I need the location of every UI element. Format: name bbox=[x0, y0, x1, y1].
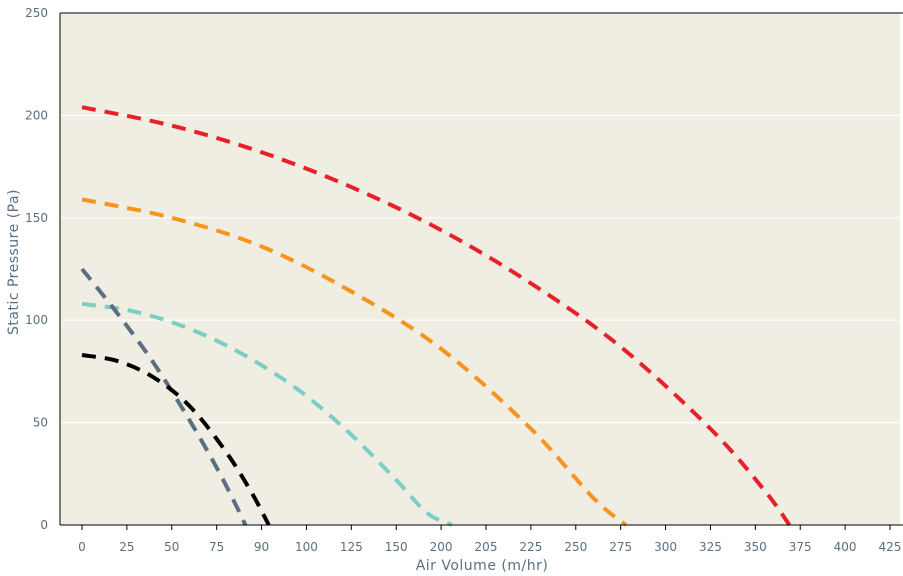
x-tick-label: 25 bbox=[119, 540, 134, 554]
y-tick-label: 150 bbox=[25, 211, 48, 225]
series-layer bbox=[80, 105, 792, 527]
x-tick-label: 0 bbox=[78, 540, 86, 554]
x-tick-label: 125 bbox=[340, 540, 363, 554]
x-tick-label: 100 bbox=[295, 540, 318, 554]
x-axis-title: Air Volume (m/hr) bbox=[416, 558, 549, 574]
series-line-1 bbox=[81, 105, 792, 527]
x-tick-label: 350 bbox=[744, 540, 767, 554]
y-tick-label: 0 bbox=[40, 518, 48, 532]
x-tick-label: 275 bbox=[609, 540, 632, 554]
y-tick-label: 200 bbox=[25, 108, 48, 122]
x-tick-label: 325 bbox=[699, 540, 722, 554]
series-line-2 bbox=[81, 197, 628, 527]
x-tick-label: 225 bbox=[519, 540, 542, 554]
y-tick-label: 250 bbox=[25, 6, 48, 20]
y-ticks: 0 50 100 150 200 250 bbox=[25, 6, 48, 532]
y-tick-label: 100 bbox=[25, 313, 48, 327]
series-line-4 bbox=[80, 267, 248, 526]
x-tick-label: 205 bbox=[475, 540, 498, 554]
x-tick-label: 425 bbox=[879, 540, 902, 554]
x-tick-label: 375 bbox=[789, 540, 812, 554]
x-tick-label: 75 bbox=[209, 540, 224, 554]
x-tick-label: 400 bbox=[834, 540, 857, 554]
x-tick-label: 200 bbox=[430, 540, 453, 554]
x-tick-label: 50 bbox=[164, 540, 179, 554]
y-tick-label: 50 bbox=[33, 416, 48, 430]
x-tick-label: 250 bbox=[564, 540, 587, 554]
x-tick-label: 90 bbox=[254, 540, 269, 554]
series-line-3 bbox=[81, 301, 453, 527]
y-axis-title: Static Pressure (Pa) bbox=[6, 189, 22, 335]
x-tick-label: 300 bbox=[654, 540, 677, 554]
grid-lines bbox=[60, 114, 900, 424]
x-ticks: 0 25 50 75 90 100 125 150 200 205 225 250 275 300 325 3… bbox=[78, 525, 902, 554]
x-tick-label: 150 bbox=[385, 540, 408, 554]
plot-background bbox=[60, 13, 900, 525]
series-line-5 bbox=[81, 353, 271, 526]
